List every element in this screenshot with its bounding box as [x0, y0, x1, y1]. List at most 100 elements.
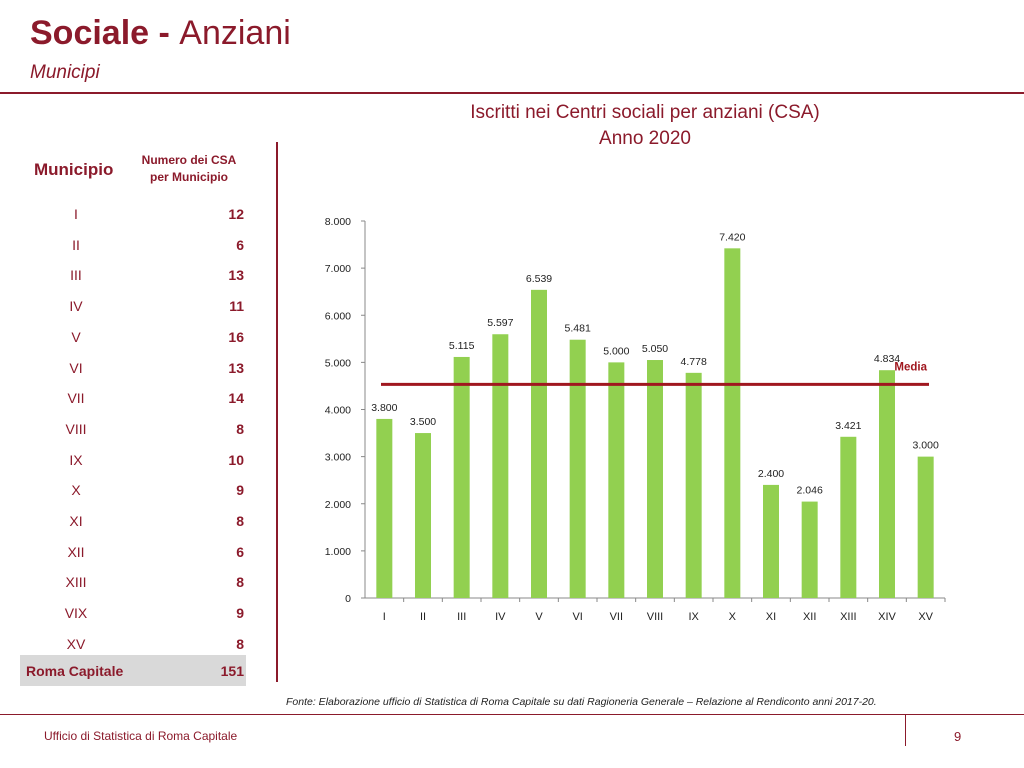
y-tick-label: 7.000 — [325, 263, 351, 275]
table-cell-numero: 6 — [236, 236, 244, 253]
footer-separator — [905, 714, 906, 746]
table-cell-numero: 6 — [236, 543, 244, 560]
x-tick-label: X — [729, 611, 737, 623]
table-cell-municipio: X — [71, 482, 81, 499]
table-cell-municipio: II — [72, 236, 80, 253]
bar — [879, 370, 895, 598]
table-cell-numero: 10 — [228, 451, 244, 468]
x-tick-label: II — [420, 611, 426, 623]
x-tick-label: VII — [610, 611, 623, 623]
bar-value-label: 4.778 — [681, 356, 707, 368]
table-cell-numero: 11 — [229, 298, 244, 315]
table-cell-municipio: XI — [69, 513, 83, 529]
bar-value-label: 5.050 — [642, 343, 668, 355]
footer-office: Ufficio di Statistica di Roma Capitale — [44, 729, 238, 743]
table-cell-municipio: VIII — [65, 420, 87, 437]
table-cell-municipio: III — [70, 267, 82, 284]
table-row: IV 11 — [20, 292, 246, 322]
table-total-value: 151 — [220, 663, 244, 679]
table-cell-municipio: XV — [66, 635, 86, 652]
table-header-numero-line1: Numero dei CSA — [141, 153, 237, 167]
y-tick-label: 8.000 — [325, 216, 351, 228]
table-cell-municipio: XII — [67, 543, 85, 560]
x-tick-label: XIII — [840, 611, 857, 623]
bar-value-label: 5.115 — [449, 340, 475, 352]
bar-value-label: 6.539 — [526, 273, 552, 285]
bar — [453, 356, 470, 598]
bar — [376, 418, 393, 598]
table-header-numero: Numero dei CSA per Municipio — [130, 152, 248, 186]
table-cell-numero: 8 — [236, 513, 244, 529]
bar-value-label: 3.421 — [835, 420, 861, 432]
table-total-label: Roma Capitale — [26, 663, 124, 679]
table-row: V 16 — [20, 323, 246, 353]
bar-value-label: 2.400 — [758, 468, 784, 480]
table-row: XV 8 — [20, 630, 246, 660]
table-cell-numero: 13 — [228, 267, 244, 284]
table-cell-numero: 8 — [236, 635, 244, 652]
table-row: XII 6 — [20, 538, 246, 568]
bar — [801, 501, 818, 598]
table-row: VIX 9 — [20, 599, 246, 629]
page-title-light: Anziani — [179, 14, 291, 52]
y-tick-label: 3.000 — [325, 452, 351, 464]
table-cell-numero: 9 — [236, 605, 244, 622]
table-cell-numero: 14 — [228, 390, 244, 407]
header-divider — [0, 92, 1024, 94]
bar — [569, 339, 586, 598]
bar — [724, 248, 741, 598]
chart-title: Iscritti nei Centri sociali per anziani … — [440, 100, 850, 152]
y-tick-label: 0 — [345, 593, 351, 605]
x-tick-label: V — [535, 611, 543, 623]
bar-value-label: 3.000 — [913, 440, 939, 452]
x-tick-label: III — [457, 611, 466, 623]
bar-value-label: 5.597 — [487, 317, 513, 329]
x-tick-label: VIII — [647, 611, 664, 623]
table-row: XI 8 — [20, 507, 246, 537]
table-row: II 6 — [20, 231, 246, 261]
table-row: VII 14 — [20, 384, 246, 414]
bar-value-label: 5.481 — [565, 323, 591, 335]
table-cell-municipio: VII — [67, 390, 85, 407]
y-tick-label: 5.000 — [325, 357, 351, 369]
x-tick-label: IX — [688, 611, 699, 623]
table-cell-numero: 8 — [236, 420, 244, 437]
bar-value-label: 7.420 — [719, 231, 745, 243]
bar-value-label: 3.500 — [410, 416, 436, 428]
bar — [840, 436, 857, 598]
table-total-row: Roma Capitale 151 — [20, 655, 246, 686]
table-row: VIII 8 — [20, 415, 246, 445]
table-row: IX 10 — [20, 446, 246, 476]
bar — [685, 372, 702, 598]
x-tick-label: VI — [572, 611, 582, 623]
table-row: VI 13 — [20, 354, 246, 384]
bar — [608, 362, 625, 598]
table-cell-municipio: IX — [69, 451, 83, 468]
page-subtitle: Municipi — [30, 62, 100, 83]
footer-divider — [0, 714, 1024, 715]
table-row: XIII 8 — [20, 568, 246, 598]
table-cell-numero: 12 — [228, 206, 244, 222]
table-cell-numero: 16 — [228, 328, 244, 345]
table-cell-numero: 8 — [236, 574, 244, 591]
table-chart-divider — [276, 142, 278, 682]
y-tick-label: 1.000 — [325, 546, 351, 558]
table-cell-municipio: VI — [69, 359, 83, 376]
table-cell-municipio: I — [74, 206, 78, 222]
table-cell-numero: 9 — [236, 482, 244, 499]
bar — [531, 289, 547, 598]
table-cell-municipio: V — [71, 328, 81, 345]
x-tick-label: XV — [918, 611, 933, 623]
bar — [415, 433, 431, 598]
bar-chart: 0 1.000 2.000 3.000 4.000 5.000 6.000 7.000 8.00… — [325, 216, 946, 623]
chart-title-line1: Iscritti nei Centri sociali per anziani … — [470, 102, 820, 123]
bar-value-label: 3.800 — [371, 402, 397, 414]
table-cell-municipio: VIX — [64, 605, 88, 622]
x-tick-label: XIV — [878, 611, 896, 623]
x-tick-label: XII — [803, 611, 816, 623]
table-header-municipio: Municipio — [34, 160, 114, 179]
chart-title-line2: Anno 2020 — [599, 128, 691, 149]
source-note: Fonte: Elaborazione ufficio di Statistic… — [286, 696, 877, 708]
table-header-numero-line2: per Municipio — [150, 170, 228, 184]
